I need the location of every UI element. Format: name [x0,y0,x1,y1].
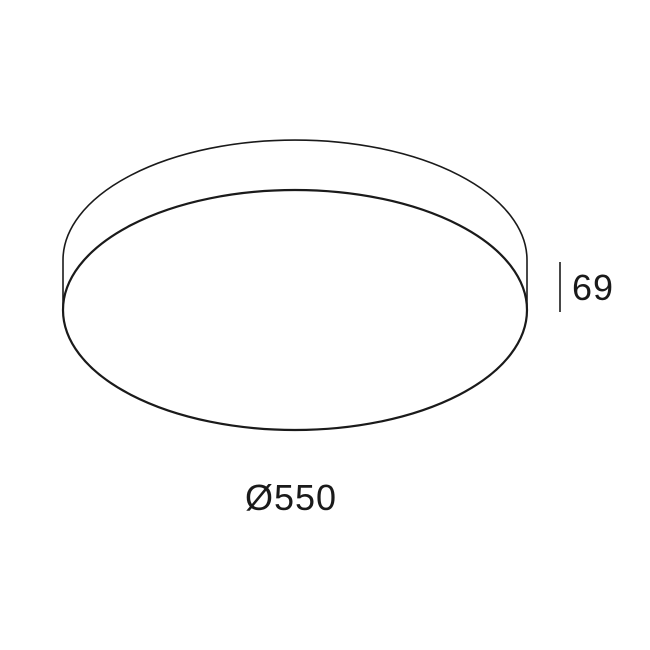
top-arc [63,140,527,260]
height-label: 69 [572,267,614,308]
bottom-ellipse [63,190,527,430]
diameter-label: Ø550 [245,477,337,518]
